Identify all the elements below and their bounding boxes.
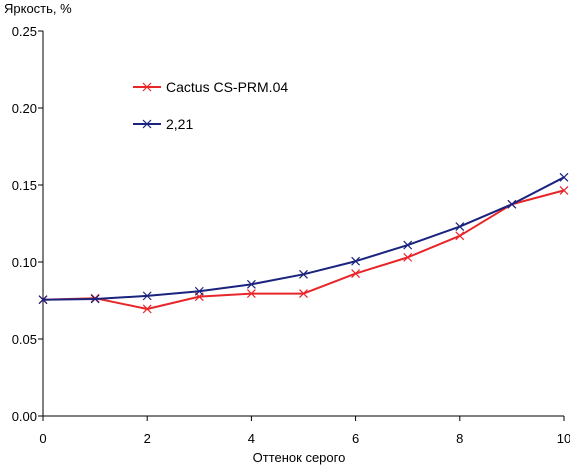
legend-label-0: Cactus CS-PRM.04 — [166, 79, 288, 95]
data-point-0 — [351, 269, 361, 278]
data-point-1 — [194, 286, 204, 296]
data-point-0 — [403, 252, 413, 262]
y-axis-title: Яркость, % — [4, 1, 72, 16]
series-line-0 — [42, 189, 565, 310]
data-point-0 — [246, 289, 256, 298]
data-point-1 — [455, 222, 465, 232]
data-point-1 — [38, 295, 48, 305]
y-tick-label: 0.15 — [12, 178, 37, 193]
x-axis-title: Оттенок серого — [253, 450, 346, 465]
y-tick-label: 0.05 — [12, 332, 37, 347]
x-tick-label: 4 — [248, 431, 255, 446]
data-point-0 — [142, 304, 152, 314]
legend-marker-0 — [142, 82, 152, 92]
data-point-0 — [559, 185, 569, 195]
y-tick-label: 0.20 — [12, 101, 37, 116]
data-point-1 — [403, 240, 413, 250]
data-point-0 — [455, 231, 465, 241]
x-tick-label: 0 — [39, 431, 46, 446]
legend-marker-1 — [142, 119, 152, 129]
data-point-1 — [90, 294, 100, 304]
data-point-1 — [299, 269, 308, 279]
series-0 — [38, 185, 569, 314]
data-point-1 — [507, 199, 517, 209]
y-tick-label: 0.10 — [12, 255, 37, 270]
legend-label-1: 2,21 — [166, 116, 193, 132]
axes: 0.00 0.05 0.10 0.15 0.20 0.25 0 2 4 6 8 10 — [12, 24, 570, 446]
x-tick-label: 10 — [557, 431, 570, 446]
y-tick-label: 0.00 — [12, 409, 37, 424]
series-line-1 — [42, 176, 565, 301]
series-layer — [38, 172, 569, 314]
data-point-1 — [246, 279, 256, 289]
data-point-1 — [142, 291, 152, 301]
y-tick-label: 0.25 — [12, 24, 37, 39]
series-1 — [38, 172, 569, 305]
x-tick-label: 6 — [352, 431, 359, 446]
x-tick-label: 8 — [456, 431, 463, 446]
data-point-0 — [299, 289, 308, 298]
x-tick-label: 2 — [144, 431, 151, 446]
data-point-1 — [351, 256, 361, 266]
legend: Cactus CS-PRM.04 2,21 — [133, 79, 288, 132]
data-point-1 — [559, 172, 569, 182]
